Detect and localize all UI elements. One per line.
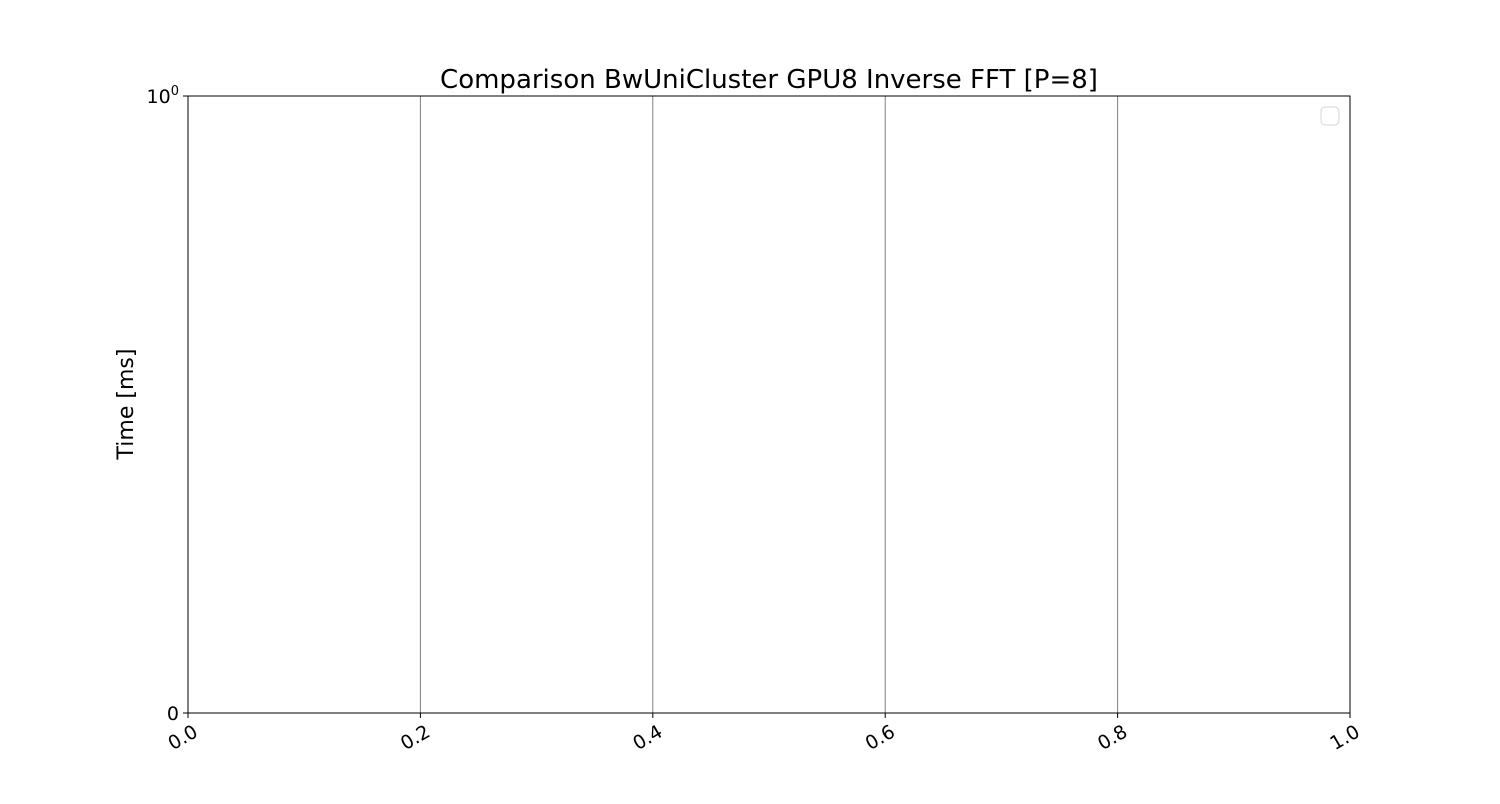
y-axis-ticks: 0 100 bbox=[147, 84, 188, 725]
y-axis-label: Time [ms] bbox=[114, 349, 139, 461]
axes-frame bbox=[187, 95, 1351, 714]
x-tick-label: 0.4 bbox=[629, 721, 666, 755]
y-tick-label: 0 bbox=[167, 703, 179, 725]
x-tick-label: 0.0 bbox=[164, 721, 201, 755]
legend bbox=[1320, 106, 1340, 126]
chart-title: Comparison BwUniCluster GPU8 Inverse FFT… bbox=[440, 65, 1098, 95]
legend-box bbox=[1320, 106, 1340, 126]
x-tick-label: 0.6 bbox=[862, 721, 899, 755]
x-tick-label: 0.8 bbox=[1094, 721, 1131, 755]
x-axis-ticks: 0.0 0.2 0.4 0.6 0.8 1.0 bbox=[164, 713, 1364, 755]
x-gridlines bbox=[419, 96, 1119, 713]
plot-area bbox=[188, 96, 1350, 713]
x-tick-label: 1.0 bbox=[1326, 721, 1363, 755]
x-tick-label: 0.2 bbox=[397, 721, 434, 755]
y-tick-label: 100 bbox=[147, 84, 179, 108]
